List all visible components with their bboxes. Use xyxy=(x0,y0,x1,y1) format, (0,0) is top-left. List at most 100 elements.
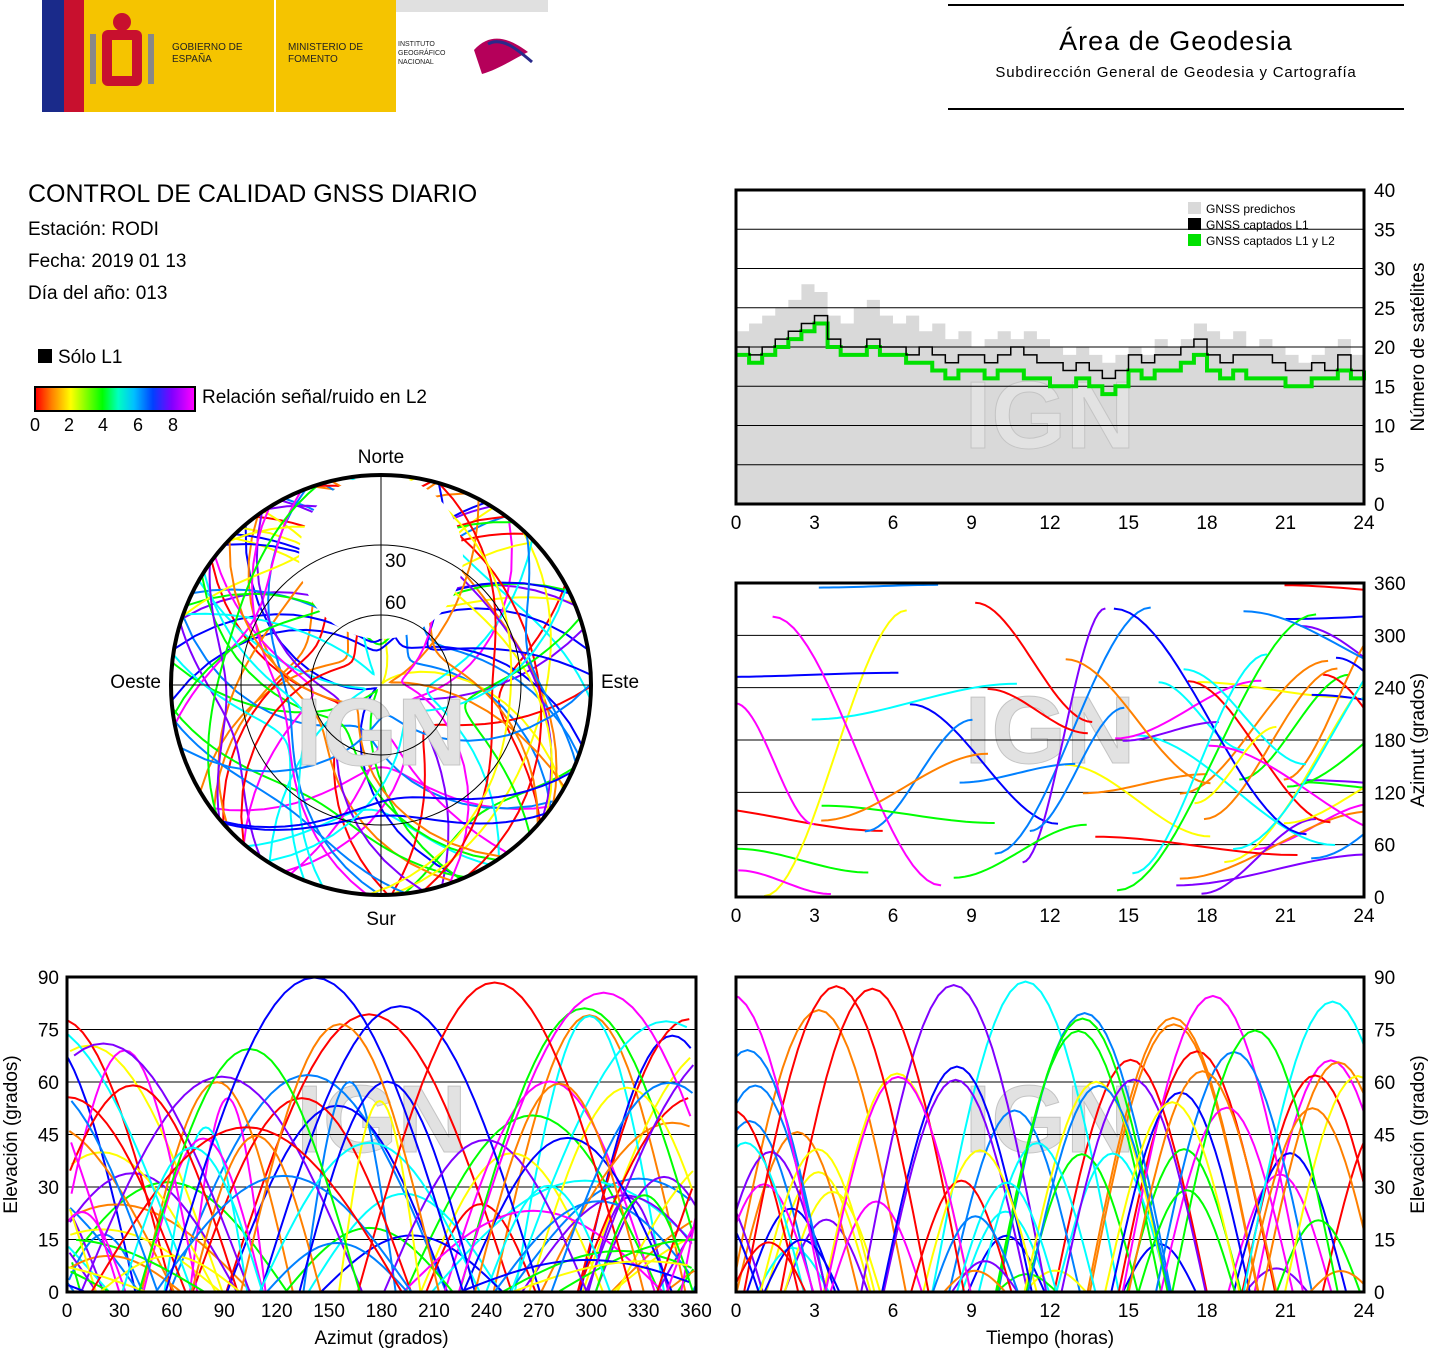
gobierno-text: GOBIERNO DE ESPAÑA xyxy=(172,42,243,65)
y-tick-label: 0 xyxy=(1374,888,1385,909)
y-tick-label: 30 xyxy=(1374,1178,1395,1199)
area-bottom-rule xyxy=(948,108,1404,110)
satellite-track xyxy=(1065,658,1211,785)
satellite-track xyxy=(959,762,1076,784)
elev-time-track xyxy=(743,985,930,1292)
sky-track xyxy=(222,811,548,831)
elev-time-track xyxy=(1232,1152,1348,1292)
x-tick-label: 3 xyxy=(809,1301,820,1322)
elev-time-track xyxy=(783,1190,882,1292)
satellite-track xyxy=(1116,613,1317,892)
x-tick-label: 9 xyxy=(966,1301,977,1322)
satellite-track xyxy=(1029,706,1125,832)
elev-time-track xyxy=(736,1141,805,1292)
snr-tick: 2 xyxy=(64,415,75,435)
elev-time-track xyxy=(948,1109,1081,1292)
area-title: Área de Geodesia xyxy=(1059,26,1293,56)
series-l1l2-line xyxy=(736,321,1366,397)
y-tick-label: 0 xyxy=(1374,1283,1385,1304)
elev-az-track xyxy=(225,1013,513,1292)
elev-az-track xyxy=(154,1174,413,1292)
x-tick-label: 0 xyxy=(62,1301,73,1322)
direction-east: Este xyxy=(601,672,639,693)
elev-time-track xyxy=(746,1207,837,1292)
satellite-track xyxy=(1065,763,1211,838)
x-tick-label: 300 xyxy=(575,1301,607,1322)
elevation-time-frame xyxy=(734,975,1366,1294)
government-logo: GOBIERNO DE ESPAÑA MINISTERIO DE FOMENTO… xyxy=(42,0,548,112)
sky-track xyxy=(171,607,589,702)
elev-time-track xyxy=(977,1142,1097,1292)
elev-time-tracks xyxy=(736,980,1364,1292)
y-tick-label: 0 xyxy=(48,1283,59,1304)
sky-track xyxy=(368,475,513,895)
legend-label: GNSS captados L1 xyxy=(1206,218,1309,232)
satellite-track xyxy=(1285,615,1364,620)
y-tick-label: 25 xyxy=(1374,299,1395,320)
elev-az-track xyxy=(284,1226,454,1292)
elev-time-track xyxy=(951,1260,1019,1292)
satellite-track xyxy=(1361,697,1364,700)
satellite-track xyxy=(1335,656,1364,673)
satellite-track xyxy=(1179,810,1364,880)
elev-time-track xyxy=(1127,1070,1278,1292)
x-tick-label: 9 xyxy=(966,513,977,534)
x-tick-label: 150 xyxy=(313,1301,345,1322)
legend-swatch xyxy=(1188,234,1201,246)
sky-track xyxy=(284,518,513,873)
elev-time-track xyxy=(1121,994,1304,1292)
x-tick-label: 0 xyxy=(731,513,742,534)
x-tick-label: 6 xyxy=(888,1301,899,1322)
y-tick-label: 15 xyxy=(1374,1231,1395,1252)
x-tick-label: 15 xyxy=(1118,513,1139,534)
y-axis-label: Elevación (grados) xyxy=(1408,1055,1429,1213)
date-text: Fecha: 2019 01 13 xyxy=(28,251,187,272)
elev-az-track xyxy=(140,1081,294,1292)
sky-track xyxy=(289,733,508,876)
sky-track xyxy=(220,771,573,829)
x-tick-label: 21 xyxy=(1275,906,1296,927)
elev-az-track xyxy=(99,1254,241,1292)
satellite-track xyxy=(1283,786,1364,825)
sky-track xyxy=(197,579,367,864)
y-tick-label: 45 xyxy=(38,1126,59,1147)
y-tick-label: 60 xyxy=(1374,836,1395,857)
x-tick-label: 0 xyxy=(731,1301,742,1322)
snr-colorbar-label: Relación señal/ruido en L2 xyxy=(202,387,427,408)
elev-time-track xyxy=(736,1110,800,1292)
elev-time-track xyxy=(736,1209,764,1292)
satellite-track xyxy=(1201,818,1317,895)
satellite-track xyxy=(811,682,1017,721)
azimuth-tracks xyxy=(736,583,1364,897)
satellite-track xyxy=(818,583,939,589)
x-tick-label: 12 xyxy=(1039,906,1060,927)
skyplot-border xyxy=(169,473,593,897)
elev-time-track xyxy=(736,1084,828,1292)
elev-time-track xyxy=(736,1131,860,1292)
elev-time-track xyxy=(736,1229,760,1292)
x-tick-label: 18 xyxy=(1196,1301,1217,1322)
sky-track xyxy=(208,563,228,820)
legend-swatch xyxy=(1188,202,1201,214)
y-tick-label: 75 xyxy=(38,1021,59,1042)
elev-time-track xyxy=(961,1210,1051,1292)
coat-of-arms-icon xyxy=(90,13,154,86)
sky-track xyxy=(464,617,581,834)
satellite-track xyxy=(1283,642,1364,781)
x-tick-label: 210 xyxy=(418,1301,450,1322)
elev-az-track xyxy=(90,1126,403,1292)
area-header: Área de Geodesia Subdirección General de… xyxy=(948,4,1404,112)
elev-time-track xyxy=(996,1273,1058,1292)
x-tick-label: 18 xyxy=(1196,513,1217,534)
legend-label: GNSS predichos xyxy=(1206,202,1295,216)
legend-swatch xyxy=(1188,218,1201,230)
elev-az-track xyxy=(71,1007,694,1292)
x-tick-label: 30 xyxy=(109,1301,130,1322)
x-tick-label: 3 xyxy=(809,513,820,534)
cnig-logo-icon xyxy=(474,38,533,74)
x-tick-label: 6 xyxy=(888,906,899,927)
elev-time-track xyxy=(1159,1106,1294,1292)
y-tick-label: 10 xyxy=(1374,417,1395,438)
